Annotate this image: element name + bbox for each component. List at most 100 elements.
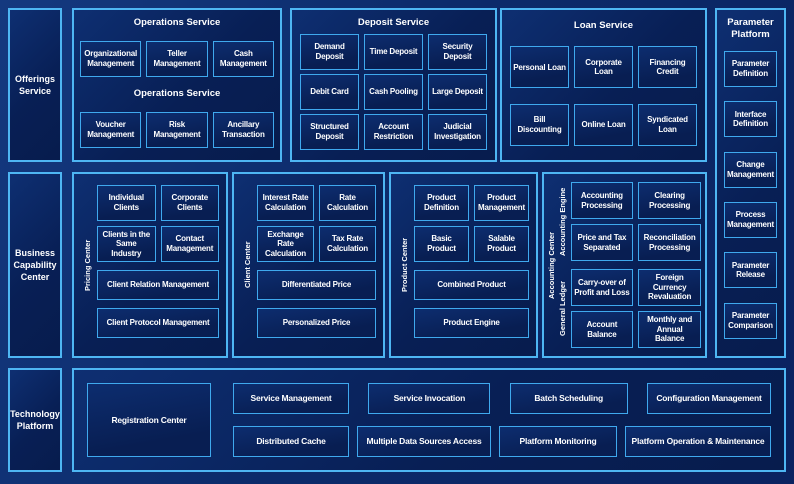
diagram-box: Combined Product bbox=[414, 270, 529, 300]
general-ledger-label: General Ledger bbox=[557, 280, 567, 337]
diagram-box: Reconciliation Processing bbox=[638, 224, 701, 261]
general-ledger-group: General Ledger Carry-over of Profit and … bbox=[556, 269, 701, 348]
diagram-box: Financing Credit bbox=[638, 46, 697, 89]
product-center-grid: Product Definition Product Management Ba… bbox=[414, 185, 529, 262]
diagram-box: Parameter Release bbox=[724, 252, 777, 289]
deposit-row-3: Structured Deposit Account Restriction J… bbox=[300, 114, 487, 150]
diagram-box: Salable Product bbox=[474, 226, 529, 262]
loan-service-panel: Loan Service Personal Loan Corporate Loa… bbox=[500, 8, 707, 162]
operations-service-mid-label: Operations Service bbox=[133, 88, 221, 100]
diagram-box: Parameter Comparison bbox=[724, 302, 777, 339]
diagram-box: Individual Clients bbox=[97, 185, 156, 221]
diagram-box: Interest Rate Calculation bbox=[257, 185, 314, 221]
diagram-box: Service Invocation bbox=[368, 383, 491, 414]
business-capability-center-label: Business Capability Center bbox=[13, 247, 57, 283]
diagram-box: Corporate Loan bbox=[574, 46, 633, 89]
general-ledger-grid: Carry-over of Profit and Loss Foreign Cu… bbox=[570, 269, 701, 348]
diagram-box: Product Management bbox=[474, 185, 529, 221]
diagram-box: Security Deposit bbox=[428, 33, 487, 70]
diagram-box: Voucher Management bbox=[80, 112, 142, 148]
loan-row-1: Personal Loan Corporate Loan Financing C… bbox=[510, 46, 697, 89]
deposit-service-title: Deposit Service bbox=[357, 17, 430, 28]
diagram-box: Bill Discounting bbox=[510, 104, 569, 146]
accounting-engine-group: Accounting Engine Accounting Processing … bbox=[556, 182, 701, 261]
accounting-groups: Accounting Engine Accounting Processing … bbox=[556, 182, 701, 348]
accounting-engine-grid: Accounting Processing Clearing Processin… bbox=[570, 182, 701, 261]
diagram-box: Account Restriction bbox=[364, 114, 423, 150]
sidebar-technology-platform: Technology Platform bbox=[8, 368, 62, 472]
operations-row-2: Voucher Management Risk Management Ancil… bbox=[80, 112, 274, 148]
diagram-box: Basic Product bbox=[414, 226, 469, 262]
diagram-box: Tax Rate Calculation bbox=[319, 226, 376, 262]
diagram-box: Clearing Processing bbox=[638, 182, 701, 219]
diagram-box: Cash Pooling bbox=[364, 73, 423, 110]
deposit-row-1: Demand Deposit Time Deposit Security Dep… bbox=[300, 33, 487, 70]
loan-row-2: Bill Discounting Online Loan Syndicated … bbox=[510, 104, 697, 146]
accounting-engine-label: Accounting Engine bbox=[557, 187, 567, 256]
diagram-box: Ancillary Transaction bbox=[212, 112, 274, 148]
diagram-box: Multiple Data Sources Access bbox=[357, 426, 491, 457]
sidebar-offerings-service: Offerings Service bbox=[8, 8, 62, 162]
accounting-center-panel: Accounting Center Accounting Engine Acco… bbox=[542, 172, 707, 358]
diagram-box: Clients in the Same Industry bbox=[97, 226, 156, 262]
diagram-box: Time Deposit bbox=[364, 33, 423, 70]
diagram-box: Batch Scheduling bbox=[509, 383, 628, 414]
diagram-box: Rate Calculation bbox=[319, 185, 376, 221]
diagram-box: Platform Monitoring bbox=[499, 426, 617, 457]
offerings-service-label: Offerings Service bbox=[14, 73, 55, 96]
diagram-box: Client Relation Management bbox=[97, 270, 219, 300]
diagram-box: Online Loan bbox=[574, 104, 633, 146]
diagram-box: Account Balance bbox=[570, 311, 634, 348]
diagram-box: Service Management bbox=[233, 383, 349, 414]
client-center-content: Interest Rate Calculation Rate Calculati… bbox=[257, 185, 376, 345]
pricing-center-grid: Individual Clients Corporate Clients Cli… bbox=[97, 185, 219, 262]
parameter-platform-boxes: Parameter Definition Interface Definitio… bbox=[724, 44, 777, 346]
diagram-box: Judicial Investigation bbox=[428, 114, 487, 150]
technology-platform-label: Technology Platform bbox=[10, 408, 60, 431]
loan-service-title: Loan Service bbox=[573, 20, 634, 31]
parameter-platform-panel: Parameter Platform Parameter Definition … bbox=[715, 8, 786, 358]
product-center-content: Product Definition Product Management Ba… bbox=[414, 185, 529, 345]
product-center-label: Product Center bbox=[399, 237, 409, 293]
accounting-center-label: Accounting Center bbox=[547, 231, 556, 299]
diagram-box: Teller Management bbox=[146, 40, 208, 77]
diagram-box: Contact Management bbox=[160, 226, 219, 262]
diagram-box: Differentiated Price bbox=[257, 270, 376, 300]
pricing-center-panel: Pricing Center Individual Clients Corpor… bbox=[72, 172, 228, 358]
operations-row-1: Organizational Management Teller Managem… bbox=[80, 40, 274, 77]
diagram-box: Exchange Rate Calculation bbox=[257, 226, 314, 262]
diagram-box: Parameter Definition bbox=[724, 50, 777, 87]
diagram-box: Process Management bbox=[724, 202, 777, 238]
diagram-box: Configuration Management bbox=[646, 383, 771, 414]
diagram-box: Client Protocol Management bbox=[97, 308, 219, 338]
registration-center-box: Registration Center bbox=[87, 383, 211, 457]
diagram-box: Corporate Clients bbox=[160, 185, 219, 221]
diagram-box: Monthly and Annual Balance bbox=[638, 311, 701, 348]
client-center-panel: Client Center Interest Rate Calculation … bbox=[232, 172, 385, 358]
diagram-box: Demand Deposit bbox=[300, 33, 359, 70]
diagram-box: Personal Loan bbox=[510, 46, 569, 89]
technology-platform-panel: Registration Center Service Management S… bbox=[72, 368, 786, 472]
spacer bbox=[510, 88, 697, 104]
diagram-box: Cash Management bbox=[212, 40, 274, 77]
product-center-panel: Product Center Product Definition Produc… bbox=[389, 172, 538, 358]
client-center-grid: Interest Rate Calculation Rate Calculati… bbox=[257, 185, 376, 262]
diagram-box: Price and Tax Separated bbox=[570, 224, 634, 261]
diagram-box: Large Deposit bbox=[428, 73, 487, 110]
diagram-box: Risk Management bbox=[146, 112, 208, 148]
diagram-box: Personalized Price bbox=[257, 308, 376, 338]
diagram-box: Debit Card bbox=[300, 73, 359, 110]
diagram-box: Structured Deposit bbox=[300, 114, 359, 150]
diagram-box: Foreign Currency Revaluation bbox=[638, 269, 701, 306]
sidebar-business-capability-center: Business Capability Center bbox=[8, 172, 62, 358]
diagram-box: Product Engine bbox=[414, 308, 529, 338]
deposit-service-panel: Deposit Service Demand Deposit Time Depo… bbox=[290, 8, 497, 162]
operations-service-panel: Operations Service Organizational Manage… bbox=[72, 8, 282, 162]
operations-service-title: Operations Service bbox=[133, 17, 221, 28]
technology-row-2: Distributed Cache Multiple Data Sources … bbox=[233, 426, 771, 457]
diagram-box: Carry-over of Profit and Loss bbox=[570, 269, 634, 306]
technology-row-1: Service Management Service Invocation Ba… bbox=[233, 383, 771, 414]
diagram-box: Organizational Management bbox=[80, 40, 142, 77]
diagram-box: Platform Operation & Maintenance bbox=[625, 426, 771, 457]
deposit-row-2: Debit Card Cash Pooling Large Deposit bbox=[300, 73, 487, 110]
